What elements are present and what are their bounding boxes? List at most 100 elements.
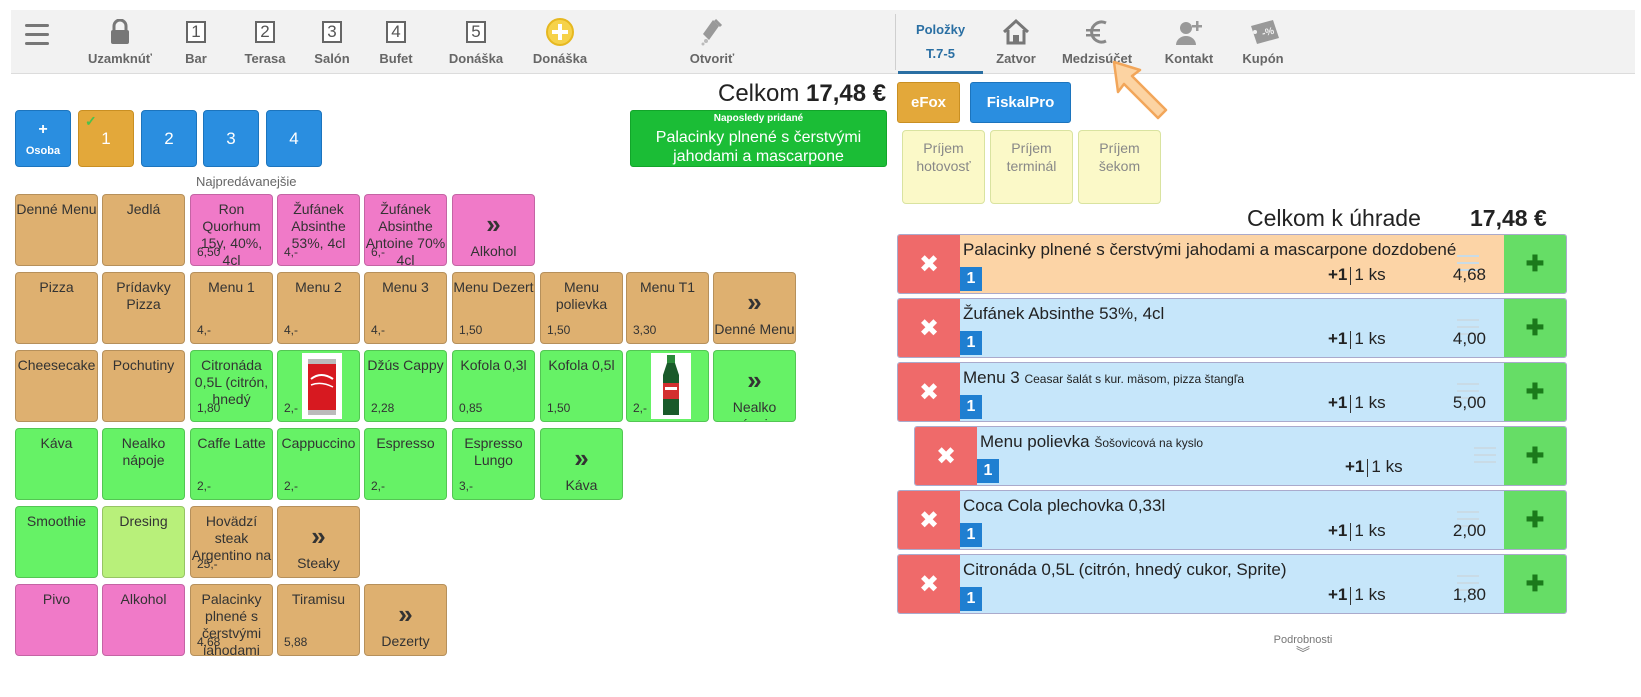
product-tile-palacinky-plnen-s-erstv-mi-jahodami[interactable]: Palacinky plnené s čerstvými jahodami 4,6… xyxy=(190,584,273,656)
table-bufet-button[interactable]: 4 Bufet xyxy=(379,21,413,66)
remove-item-button[interactable]: ✖ xyxy=(898,299,960,357)
product-tile-menu-3[interactable]: Menu 3 4,- xyxy=(364,272,447,344)
product-tile-citron-da-0-5l-citr-n-hned[interactable]: Citronáda 0,5L (citrón, hnedý 1,80 xyxy=(190,350,273,422)
increase-item-button[interactable]: ✚ xyxy=(1504,491,1566,549)
product-tile-espresso-lungo[interactable]: Espresso Lungo 3,- xyxy=(452,428,535,500)
product-tile-hov-dz-steak-argentino-na[interactable]: Hovädzí steak Argentino na 25,- xyxy=(190,506,273,578)
add-person-button[interactable]: + Osoba xyxy=(15,110,71,167)
product-tile-menu-dezert[interactable]: Menu Dezert 1,50 xyxy=(452,272,535,344)
table-bar-button[interactable]: 1 Bar xyxy=(185,21,207,66)
product-tile-jedl[interactable]: Jedlá xyxy=(102,194,185,266)
efox-button[interactable]: eFox xyxy=(897,82,960,123)
double-chevron-right-icon: » xyxy=(398,599,413,629)
table-donaska-button[interactable]: 5 Donáška xyxy=(448,21,504,66)
product-tile-pr-davky-pizza[interactable]: Prídavky Pizza xyxy=(102,272,185,344)
order-item-body[interactable]: Citronáda 0,5L (citrón, hnedý cukor, Spr… xyxy=(960,555,1504,613)
tab-items[interactable]: Položky T.7-5 xyxy=(898,10,983,74)
product-name: Menu polievka xyxy=(555,279,608,312)
cheque-payment-button[interactable]: Príjem šekom xyxy=(1078,130,1161,204)
menu-icon[interactable] xyxy=(25,24,49,51)
category-more-k-va[interactable]: » Káva xyxy=(540,428,623,500)
product-price: 6,50 xyxy=(197,245,221,259)
product-tile-d-s-cappy[interactable]: Džús Cappy 2,28 xyxy=(364,350,447,422)
remove-item-button[interactable]: ✖ xyxy=(898,555,960,613)
order-item-body[interactable]: Palacinky plnené s čerstvými jahodami a … xyxy=(960,235,1504,293)
product-tile-uf-nek-absinthe-antoine-70-4cl[interactable]: Žufánek Absinthe Antoine 70% 4cl 6,- xyxy=(364,194,447,266)
category-more-nealko-n-poje[interactable]: » Nealko nápoje xyxy=(713,350,796,422)
cash-payment-button[interactable]: Príjem hotovosť xyxy=(902,130,985,204)
details-toggle[interactable]: Podrobnosti ︾ xyxy=(1268,634,1338,660)
product-tile-kofola-0-5l[interactable]: Kofola 0,5l 1,50 xyxy=(540,350,623,422)
contact-button[interactable]: Kontakt xyxy=(1157,10,1221,74)
drag-handle-icon[interactable] xyxy=(1457,383,1479,404)
drag-handle-icon[interactable] xyxy=(1457,511,1479,532)
product-name: Prídavky Pizza xyxy=(116,279,171,312)
product-tile-menu-1[interactable]: Menu 1 4,- xyxy=(190,272,273,344)
product-tile-pochutiny[interactable]: Pochutiny xyxy=(102,350,185,422)
seat-button-1[interactable]: ✓ 1 xyxy=(78,110,134,167)
increase-item-button[interactable]: ✚ xyxy=(1504,555,1566,613)
product-name: Žufánek Absinthe 53%, 4cl xyxy=(291,201,346,251)
plus-icon: ✚ xyxy=(1525,315,1545,340)
open-button[interactable]: Otvoriť xyxy=(677,10,747,74)
category-more-steaky[interactable]: » Steaky xyxy=(277,506,360,578)
seat-button-3[interactable]: 3 xyxy=(203,110,259,167)
product-tile-uf-nek-absinthe-53-4cl[interactable]: Žufánek Absinthe 53%, 4cl 4,- xyxy=(277,194,360,266)
order-item-body[interactable]: Žufánek Absinthe 53%, 4cl 1 +1 1 ks 4,00 xyxy=(960,299,1504,357)
table-salon-button[interactable]: 3 Salón xyxy=(314,21,350,66)
order-item-body[interactable]: Coca Cola plechovka 0,33l 1 +1 1 ks 2,00 xyxy=(960,491,1504,549)
order-item-body[interactable]: Menu 3 Ceasar šalát s kur. mäsom, pizza … xyxy=(960,363,1504,421)
product-tile-menu-polievka[interactable]: Menu polievka 1,50 xyxy=(540,272,623,344)
product-tile-coca-cola-can-image[interactable]: 2,- xyxy=(277,350,360,422)
product-tile-cheesecake[interactable]: Cheesecake xyxy=(15,350,98,422)
drag-handle-icon[interactable] xyxy=(1457,255,1479,276)
product-tile-menu-t1[interactable]: Menu T1 3,30 xyxy=(626,272,709,344)
increase-item-button[interactable]: ✚ xyxy=(1504,299,1566,357)
product-tile-nealko-n-poje[interactable]: Nealko nápoje xyxy=(102,428,185,500)
product-tile-sprite-bottle-image[interactable]: 2,- xyxy=(626,350,709,422)
drag-handle-icon[interactable] xyxy=(1474,447,1496,468)
lock-button[interactable]: Uzamknúť xyxy=(75,10,165,74)
product-tile-denn-menu[interactable]: Denné Menu xyxy=(15,194,98,266)
remove-item-button[interactable]: ✖ xyxy=(898,491,960,549)
product-tile-dresing[interactable]: Dresing xyxy=(102,506,185,578)
product-tile-espresso[interactable]: Espresso 2,- xyxy=(364,428,447,500)
category-more-denn-menu[interactable]: » Denné Menu xyxy=(713,272,796,344)
fiskalpro-button[interactable]: FiskalPro xyxy=(970,82,1071,123)
close-button[interactable]: Zatvor xyxy=(986,10,1046,74)
product-tile-pivo[interactable]: Pivo xyxy=(15,584,98,656)
seat-button-4[interactable]: 4 xyxy=(266,110,322,167)
plus-icon: ✚ xyxy=(1525,443,1545,468)
product-tile-smoothie[interactable]: Smoothie xyxy=(15,506,98,578)
terminal-payment-button[interactable]: Príjem terminál xyxy=(990,130,1073,204)
seat-button-2[interactable]: 2 xyxy=(141,110,197,167)
product-price: 1,50 xyxy=(459,323,483,337)
product-tile-menu-2[interactable]: Menu 2 4,- xyxy=(277,272,360,344)
drag-handle-icon[interactable] xyxy=(1457,575,1479,596)
remove-item-button[interactable]: ✖ xyxy=(898,235,960,293)
coupon-button[interactable]: -% Kupón xyxy=(1233,10,1293,74)
new-donaska-button[interactable]: Donáška xyxy=(525,10,595,74)
last-added-button[interactable]: Naposledy pridané Palacinky plnené s čer… xyxy=(630,110,887,167)
product-tile-kofola-0-3l[interactable]: Kofola 0,3l 0,85 xyxy=(452,350,535,422)
product-tile-k-va[interactable]: Káva xyxy=(15,428,98,500)
product-tile-pizza[interactable]: Pizza xyxy=(15,272,98,344)
plus-circle-icon xyxy=(545,17,575,47)
product-tile-alkohol[interactable]: Alkohol xyxy=(102,584,185,656)
increase-item-button[interactable]: ✚ xyxy=(1504,235,1566,293)
product-tile-cappuccino[interactable]: Cappuccino 2,- xyxy=(277,428,360,500)
product-tile-tiramisu[interactable]: Tiramisu 5,88 xyxy=(277,584,360,656)
table-terasa-button[interactable]: 2 Terasa xyxy=(244,21,286,66)
remove-item-button[interactable]: ✖ xyxy=(915,427,977,485)
sprite-bottle-image xyxy=(651,353,691,419)
double-chevron-right-icon: » xyxy=(574,443,589,473)
increase-item-button[interactable]: ✚ xyxy=(1504,363,1566,421)
product-tile-ron-quorhum-15y-40-4cl[interactable]: Ron Quorhum 15y, 40%, 4cl 6,50 xyxy=(190,194,273,266)
category-more-dezerty[interactable]: » Dezerty xyxy=(364,584,447,656)
product-tile-caffe-latte[interactable]: Caffe Latte 2,- xyxy=(190,428,273,500)
drag-handle-icon[interactable] xyxy=(1457,319,1479,340)
remove-item-button[interactable]: ✖ xyxy=(898,363,960,421)
category-more-alkohol[interactable]: » Alkohol xyxy=(452,194,535,266)
order-item-body[interactable]: Menu polievka Šošovicová na kyslo 1 +1 1 ks xyxy=(977,427,1504,485)
increase-item-button[interactable]: ✚ xyxy=(1504,427,1566,485)
